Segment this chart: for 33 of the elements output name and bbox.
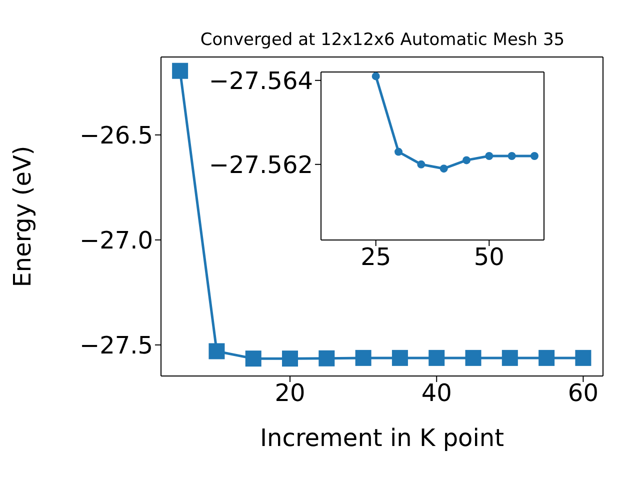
point [172, 62, 188, 79]
point [318, 350, 335, 366]
point [465, 350, 482, 366]
y-tick-label: −26.5 [79, 121, 153, 150]
y-tick-label: −27.5 [79, 331, 153, 360]
y-tick-label: −27.0 [79, 226, 153, 254]
x-tick-label: 40 [421, 379, 452, 408]
point [575, 350, 592, 366]
point [372, 72, 380, 80]
point [282, 350, 298, 367]
point [394, 148, 403, 156]
point [392, 350, 408, 366]
y-tick-label: −27.562 [208, 150, 313, 179]
point [538, 350, 555, 366]
y-axis-title: Energy (eV) [8, 146, 37, 288]
x-tick-label: 25 [360, 243, 392, 272]
point [208, 343, 225, 360]
chart-title: Converged at 12x12x6 Automatic Mesh 35 [199, 30, 566, 50]
point [440, 164, 448, 173]
point [428, 350, 445, 366]
point [502, 350, 518, 366]
x-tick-label: 20 [274, 379, 306, 408]
point [245, 350, 262, 367]
point [485, 152, 494, 160]
x-axis-title: Increment in K point [260, 424, 504, 452]
point [355, 350, 372, 366]
point [462, 156, 470, 164]
y-tick-label: −27.564 [208, 66, 313, 95]
x-tick-label: 60 [568, 379, 598, 408]
point [508, 152, 516, 160]
point [417, 160, 426, 168]
x-tick-label: 50 [474, 243, 504, 272]
point [530, 152, 538, 160]
